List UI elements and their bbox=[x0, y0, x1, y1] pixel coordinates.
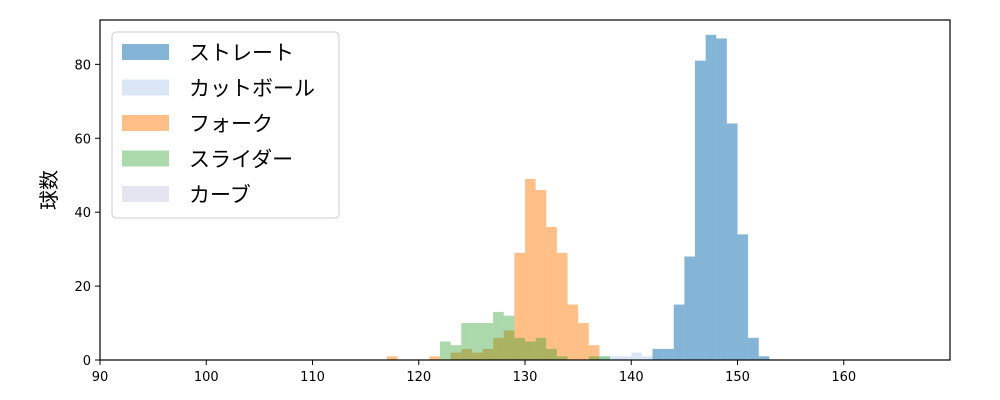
histogram-bar bbox=[737, 234, 749, 360]
histogram-bar bbox=[599, 356, 610, 360]
histogram-bar bbox=[386, 356, 398, 360]
y-tick-label: 40 bbox=[74, 206, 91, 221]
histogram-bar bbox=[631, 352, 642, 360]
histogram-bar bbox=[471, 352, 483, 360]
histogram-bar bbox=[684, 256, 695, 360]
histogram-bar bbox=[471, 323, 483, 360]
histogram-bar bbox=[758, 356, 770, 360]
histogram-bar bbox=[503, 330, 515, 360]
histogram-bar bbox=[748, 337, 759, 360]
histogram-bar bbox=[620, 356, 632, 360]
histogram-bar bbox=[546, 226, 557, 360]
histogram-bar bbox=[663, 348, 674, 360]
histogram-bar bbox=[440, 341, 451, 360]
histogram-bar bbox=[695, 60, 706, 361]
histogram-bar bbox=[450, 352, 462, 360]
legend-label: カットボール bbox=[189, 77, 315, 101]
histogram-bar bbox=[525, 341, 536, 360]
histogram-bar bbox=[556, 356, 568, 360]
legend-label: カーブ bbox=[189, 183, 251, 207]
histogram-bar bbox=[503, 315, 515, 360]
x-tick-label: 90 bbox=[92, 370, 109, 385]
histogram-bar bbox=[493, 337, 504, 360]
histogram-bar bbox=[546, 348, 557, 360]
histogram-bar bbox=[461, 323, 472, 360]
x-tick-label: 140 bbox=[619, 370, 644, 385]
histogram-bar bbox=[525, 178, 536, 360]
legend-swatch bbox=[122, 44, 169, 60]
histogram-bar bbox=[716, 38, 727, 360]
histogram-bar bbox=[673, 304, 685, 360]
histogram-bar bbox=[514, 252, 525, 360]
histogram-bar bbox=[610, 356, 621, 360]
legend-swatch bbox=[122, 150, 169, 167]
histogram-bar bbox=[482, 348, 494, 360]
y-tick-label: 20 bbox=[74, 280, 91, 295]
histogram-bar bbox=[599, 356, 610, 360]
histogram-bar bbox=[726, 123, 738, 360]
y-tick-label: 80 bbox=[74, 58, 91, 73]
legend-swatch bbox=[122, 186, 169, 202]
histogram-bar bbox=[535, 337, 547, 360]
x-axis: 90 100 110 120 130 140 150 160 bbox=[92, 360, 856, 385]
x-tick-label: 100 bbox=[194, 370, 219, 385]
legend-swatch bbox=[122, 115, 169, 131]
histogram-bar bbox=[461, 348, 472, 360]
y-axis: 0 20 40 60 80 bbox=[74, 58, 100, 369]
histogram-bar bbox=[705, 34, 717, 361]
legend-label: フォーク bbox=[189, 112, 273, 136]
y-tick-label: 0 bbox=[83, 354, 91, 369]
histogram-bar bbox=[556, 252, 568, 360]
histogram-bar bbox=[588, 356, 600, 360]
histogram-bar bbox=[535, 190, 547, 360]
histogram-bar bbox=[652, 348, 664, 360]
y-tick-label: 60 bbox=[74, 132, 91, 147]
x-tick-label: 120 bbox=[406, 370, 431, 385]
legend-label: ストレート bbox=[189, 41, 294, 65]
histogram-bars bbox=[386, 34, 770, 361]
legend-swatch bbox=[122, 79, 169, 96]
histogram-bar bbox=[514, 337, 525, 360]
legend-frame bbox=[111, 31, 340, 219]
histogram-bar bbox=[567, 304, 579, 360]
histogram-bar bbox=[482, 323, 494, 360]
legend-label: スライダー bbox=[189, 148, 293, 172]
x-tick-label: 130 bbox=[513, 370, 538, 385]
x-tick-label: 150 bbox=[725, 370, 750, 385]
histogram-bar bbox=[429, 356, 440, 360]
y-axis-label: 球数 bbox=[37, 170, 61, 210]
histogram-bar bbox=[578, 323, 589, 360]
histogram-bar bbox=[588, 345, 600, 360]
x-tick-label: 110 bbox=[300, 370, 325, 385]
histogram-bar bbox=[493, 311, 504, 360]
histogram-bar bbox=[450, 345, 462, 360]
x-tick-label: 160 bbox=[831, 370, 856, 385]
histogram-bar bbox=[641, 356, 653, 360]
